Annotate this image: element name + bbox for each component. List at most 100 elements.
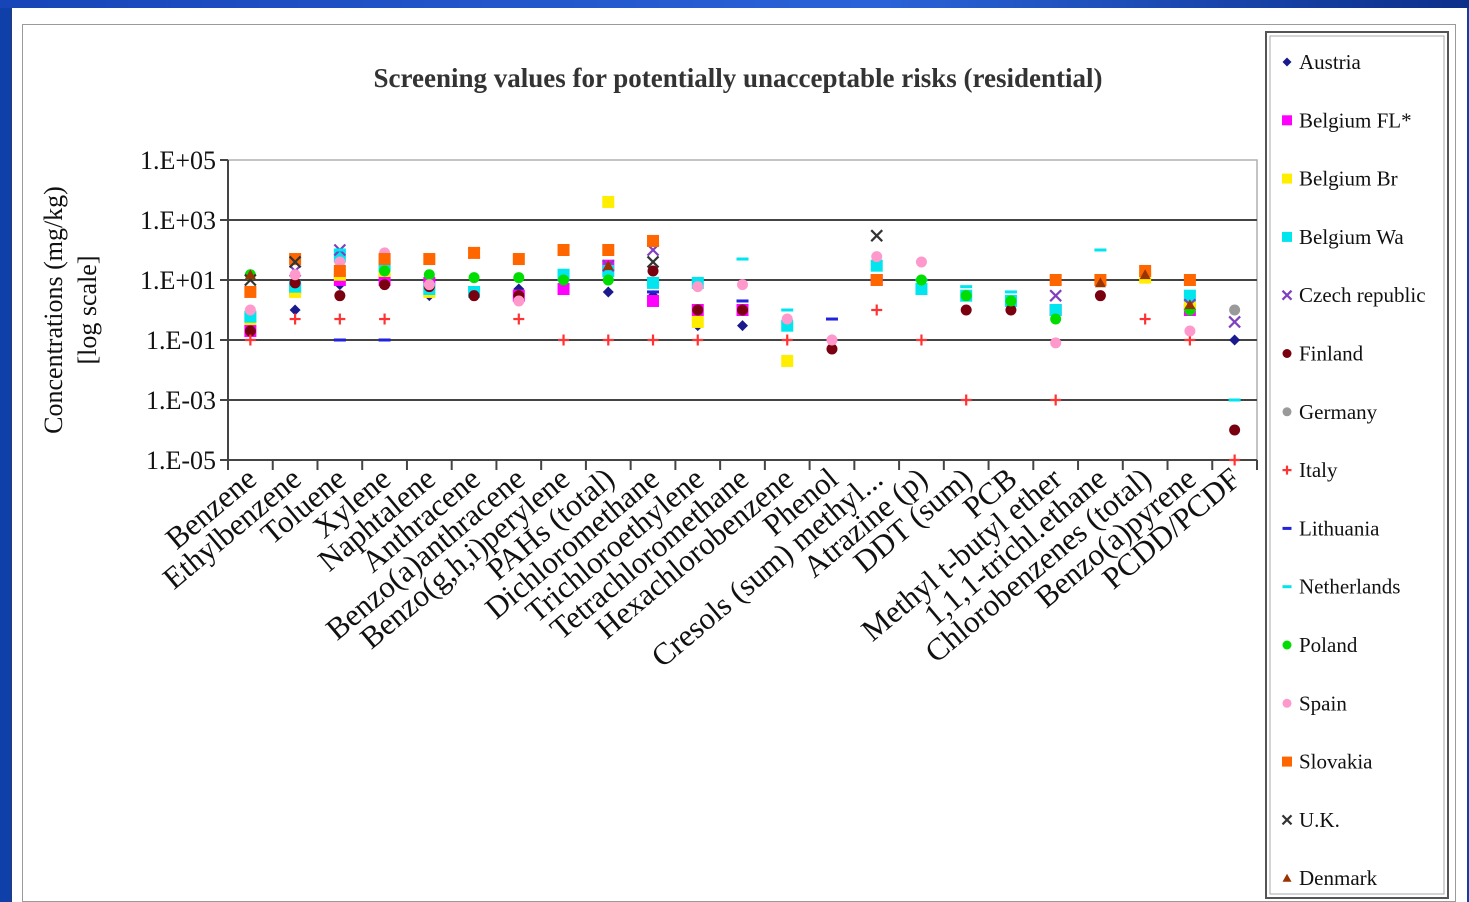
data-point [244, 304, 256, 316]
data-points [244, 195, 1241, 466]
legend-entry: Belgium Wa [1282, 225, 1404, 249]
data-point [289, 304, 301, 316]
data-point [1005, 304, 1017, 316]
data-point [781, 354, 794, 367]
y-axis-label-line1: Concentrations (mg/kg) [39, 186, 68, 434]
data-point [647, 234, 660, 247]
data-point [602, 286, 614, 298]
data-point [1094, 290, 1106, 302]
data-point [915, 256, 927, 268]
data-point [871, 251, 883, 263]
legend-marker [1282, 698, 1292, 708]
legend-label: Netherlands [1299, 575, 1400, 599]
data-point [468, 272, 480, 284]
data-point [468, 290, 480, 302]
series-germany [1229, 304, 1241, 316]
legend-marker [1281, 814, 1293, 826]
legend-marker [1282, 57, 1292, 67]
data-point [423, 279, 435, 291]
data-point [870, 229, 883, 242]
data-point [1049, 289, 1062, 302]
top-accent-strip [0, 0, 1469, 8]
data-point [1005, 295, 1017, 307]
data-point [737, 320, 748, 332]
data-point [1183, 289, 1196, 302]
legend-inner-border [1269, 35, 1445, 895]
y-axis-label-line2: [log scale] [73, 255, 102, 364]
data-point [826, 334, 838, 346]
data-point [244, 285, 257, 298]
data-point [915, 334, 927, 346]
legend-entry: Belgium FL* [1282, 108, 1412, 132]
data-point [379, 313, 391, 325]
legend-label: Austria [1299, 50, 1362, 74]
legend-marker [1282, 640, 1292, 650]
data-point [1049, 304, 1062, 316]
legend-marker [1282, 873, 1292, 882]
data-point [289, 313, 301, 325]
data-point [244, 334, 256, 346]
data-point [960, 394, 972, 406]
legend [1265, 31, 1449, 899]
legend-label: Spain [1299, 691, 1347, 715]
y-tick-label: 1.E+03 [140, 206, 216, 235]
data-point [513, 272, 525, 284]
legend-marker [1282, 407, 1292, 417]
y-axis-label: Concentrations (mg/kg) [log scale] [39, 186, 102, 434]
data-point [737, 279, 748, 291]
legend-entry: Germany [1282, 400, 1378, 424]
data-point [557, 283, 570, 296]
legend-marker [1282, 349, 1292, 358]
legend-label: Lithuania [1299, 516, 1380, 540]
y-tick-label: 1.E-01 [146, 326, 216, 355]
y-axis-ticks: 1.E-05 1.E-03 1.E-01 1.E+01 1.E+03 1.E+05 [140, 146, 1257, 475]
chart-title: Screening values for potentially unaccep… [374, 63, 1103, 93]
legend-label: Finland [1299, 342, 1364, 366]
legend-label: Poland [1299, 633, 1358, 657]
data-point [960, 304, 972, 316]
data-point [870, 259, 883, 272]
data-point [1229, 454, 1241, 466]
data-point [244, 269, 256, 280]
data-point [602, 195, 615, 208]
data-point [692, 334, 704, 346]
data-point [423, 269, 435, 281]
data-point [646, 255, 660, 269]
legend-label: Belgium Wa [1299, 225, 1404, 249]
data-point [334, 256, 346, 268]
data-point [513, 313, 525, 325]
data-point [1184, 325, 1196, 337]
data-point [602, 274, 614, 286]
data-point [692, 281, 704, 293]
series-italy [244, 304, 1241, 466]
legend-marker [1282, 173, 1292, 184]
data-point [558, 334, 570, 346]
legend-entry: Italy [1282, 458, 1338, 482]
data-point [826, 343, 838, 355]
data-point [378, 253, 391, 266]
data-point [781, 334, 793, 346]
data-point [781, 313, 793, 325]
data-point [915, 274, 927, 286]
legend-marker [1282, 465, 1292, 475]
legend-label: Denmark [1299, 866, 1378, 890]
legend-label: Belgium Br [1299, 167, 1398, 191]
legend-label: U.K. [1299, 808, 1340, 832]
data-point [691, 315, 704, 328]
data-point [513, 295, 525, 307]
legend-entry: Denmark [1282, 866, 1378, 890]
data-point [334, 290, 346, 302]
y-tick-label: 1.E+05 [140, 146, 216, 175]
y-tick-label: 1.E-05 [146, 446, 216, 475]
data-point [468, 246, 481, 259]
data-point [333, 264, 346, 277]
data-point [602, 260, 614, 271]
data-point [1229, 334, 1241, 346]
data-point [647, 276, 660, 289]
data-point [289, 269, 301, 281]
data-point [379, 265, 391, 277]
data-point [737, 304, 748, 316]
legend-label: Belgium FL* [1299, 108, 1412, 132]
y-tick-label: 1.E+01 [140, 266, 216, 295]
